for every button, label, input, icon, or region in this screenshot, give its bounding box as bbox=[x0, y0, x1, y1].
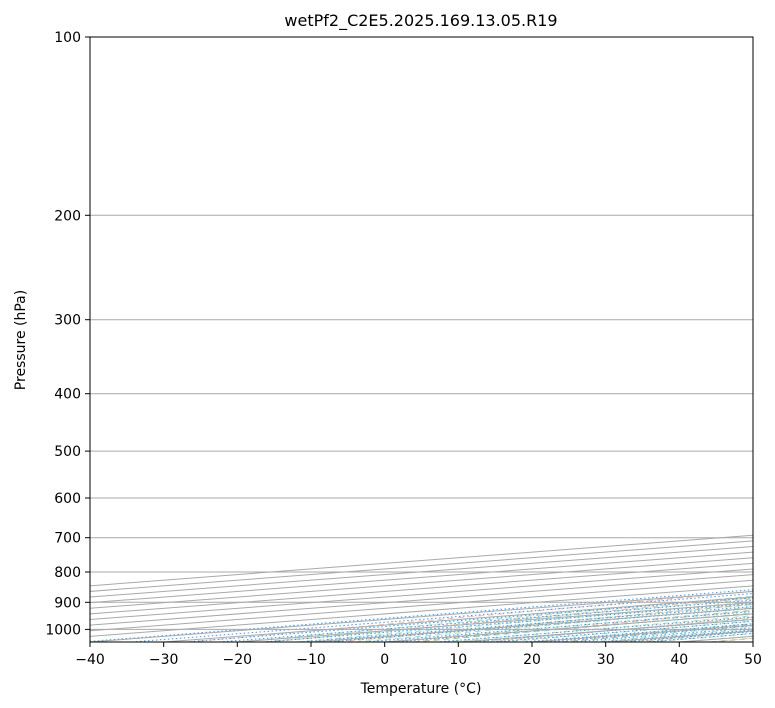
y-tick-label: 600 bbox=[54, 491, 81, 507]
x-tick-label: 10 bbox=[449, 652, 467, 668]
chart-title: wetPf2_C2E5.2025.169.13.05.R19 bbox=[284, 11, 557, 31]
mixing-ratio-line bbox=[218, 599, 753, 642]
isotherm-line bbox=[90, 534, 753, 587]
y-tick-label: 900 bbox=[54, 595, 81, 611]
x-tick-label: 40 bbox=[670, 652, 688, 668]
y-tick-label: 300 bbox=[54, 313, 81, 329]
grid-lines bbox=[90, 37, 753, 642]
y-tick-label: 800 bbox=[54, 565, 81, 581]
x-tick-label: −20 bbox=[223, 652, 253, 668]
isotherm-line bbox=[90, 540, 753, 592]
y-axis-label: Pressure (hPa) bbox=[13, 290, 29, 390]
y-tick-label: 200 bbox=[54, 208, 81, 224]
y-tick-label: 1000 bbox=[45, 622, 81, 638]
x-tick-label: −30 bbox=[149, 652, 179, 668]
moist-adiabat bbox=[296, 601, 753, 642]
mixing-ratio-line bbox=[185, 597, 753, 642]
x-tick-label: 0 bbox=[380, 652, 389, 668]
dry-adiabat bbox=[188, 590, 753, 642]
mixing-ratio-line bbox=[299, 605, 753, 642]
mixing-ratio-line bbox=[262, 603, 753, 642]
x-axis-label: Temperature (°C) bbox=[360, 681, 482, 697]
x-axis: −40 −30 −20 −10 0 10 20 30 40 50 bbox=[75, 642, 762, 668]
moist-adiabat bbox=[266, 598, 753, 642]
y-tick-label: 400 bbox=[54, 387, 81, 403]
y-tick-label: 100 bbox=[54, 30, 81, 46]
y-tick-label: 700 bbox=[54, 531, 81, 547]
x-tick-label: 20 bbox=[523, 652, 541, 668]
y-tick-label: 500 bbox=[54, 444, 81, 460]
plot-area bbox=[90, 37, 753, 642]
x-tick-label: −40 bbox=[75, 652, 105, 668]
y-axis: 100 200 300 400 500 600 700 800 900 1000 bbox=[45, 30, 90, 638]
x-tick-label: 30 bbox=[597, 652, 615, 668]
x-tick-label: 50 bbox=[744, 652, 762, 668]
plot-frame bbox=[89, 36, 754, 643]
x-tick-label: −10 bbox=[296, 652, 326, 668]
